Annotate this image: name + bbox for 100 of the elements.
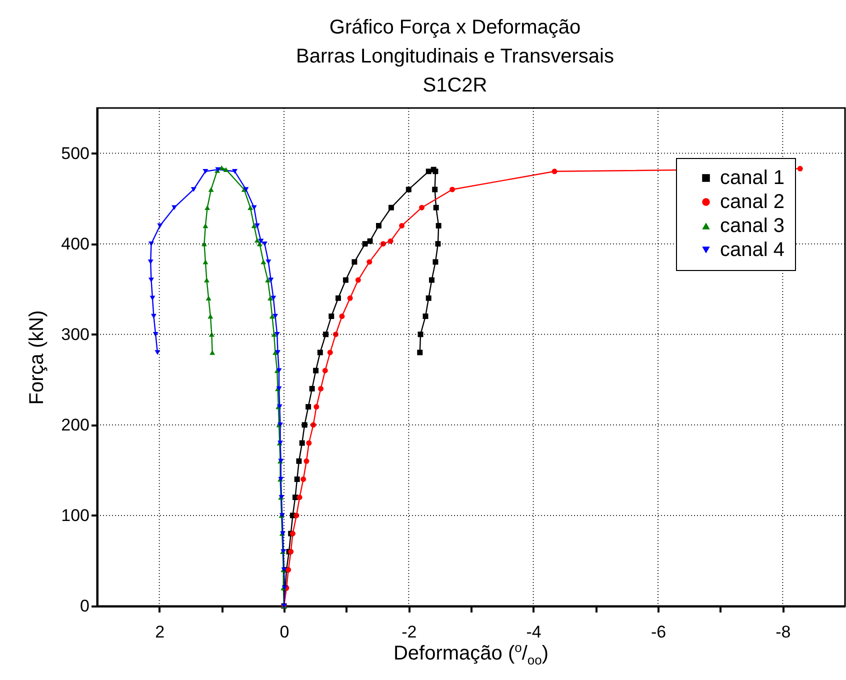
point (388, 204, 394, 210)
point (148, 241, 154, 246)
point (258, 238, 264, 244)
point (210, 350, 216, 355)
point (274, 332, 280, 337)
point (323, 332, 328, 338)
point (366, 259, 372, 265)
point (422, 314, 428, 319)
point (208, 314, 214, 319)
chart-title: Gráfico Força x Deformação Barras Longitudinais e Transversais S1C2R (296, 16, 614, 96)
y-tick-label: 400 (61, 234, 90, 254)
point (313, 368, 319, 374)
point (342, 277, 348, 283)
point (299, 440, 305, 446)
point (367, 238, 373, 244)
point (347, 295, 353, 301)
y-tick-label: 0 (80, 596, 90, 616)
point (202, 260, 208, 264)
x-tick-label: -4 (526, 622, 542, 642)
point (190, 187, 196, 192)
point (450, 186, 456, 192)
y-axis-title: Força (kN) (26, 310, 48, 405)
legend-label: canal 4 (720, 239, 784, 261)
point (352, 259, 358, 265)
point (294, 476, 300, 482)
legend-label: canal 2 (720, 191, 784, 213)
point (317, 350, 323, 356)
point (419, 204, 424, 210)
point (362, 241, 368, 247)
x-tick-label: 0 (280, 622, 290, 642)
y-tick-label: 200 (61, 415, 90, 434)
point (376, 222, 382, 228)
point (436, 222, 442, 228)
point (388, 238, 394, 244)
point (333, 332, 338, 338)
legend-label: canal 1 (720, 167, 784, 189)
point (254, 238, 260, 243)
point (268, 278, 274, 282)
point (426, 168, 432, 174)
point (327, 350, 333, 356)
point (552, 168, 558, 174)
point (309, 386, 315, 392)
point (355, 277, 361, 283)
point (417, 350, 423, 356)
point (339, 314, 345, 319)
point (314, 404, 320, 410)
legend-label: canal 3 (720, 215, 784, 237)
point (335, 295, 341, 301)
point (380, 241, 386, 247)
x-tick-label: 2 (155, 622, 165, 642)
point (428, 277, 434, 283)
point (426, 295, 432, 301)
point (251, 223, 257, 228)
point (296, 494, 302, 500)
point (232, 169, 238, 174)
point (265, 278, 271, 282)
point (254, 223, 260, 228)
x-axis-title: Deformação ($^{o}$/$_{oo}$) (392, 640, 550, 668)
point (797, 166, 803, 172)
point (304, 458, 310, 464)
point (435, 241, 441, 247)
point (328, 314, 334, 319)
point (204, 278, 210, 282)
point (172, 205, 178, 210)
point (306, 404, 312, 410)
point (208, 187, 214, 192)
point (268, 296, 274, 301)
point (202, 223, 208, 228)
y-tick-label: 100 (61, 506, 90, 525)
point (310, 422, 316, 428)
point (432, 186, 438, 192)
x-tick-label: -8 (776, 622, 791, 642)
x-tick-label: -2 (402, 622, 417, 642)
x-tick-label: -6 (650, 622, 666, 642)
point (302, 422, 308, 428)
point (204, 205, 210, 210)
point (223, 167, 229, 172)
point (399, 222, 405, 228)
point (432, 259, 438, 265)
point (296, 458, 302, 464)
point (260, 260, 266, 264)
point (150, 314, 156, 319)
point (306, 440, 312, 446)
point (202, 169, 208, 174)
point (433, 204, 439, 210)
point (154, 350, 160, 355)
y-tick-label: 500 (61, 144, 90, 163)
point (318, 386, 324, 392)
point (148, 260, 154, 264)
point (218, 165, 224, 170)
point (266, 260, 272, 264)
point (206, 296, 212, 301)
point (248, 205, 254, 210)
point (322, 368, 328, 374)
point (251, 205, 257, 210)
point (275, 350, 281, 355)
point (300, 476, 306, 482)
point (152, 332, 158, 337)
point (148, 278, 154, 282)
y-tick-label: 300 (61, 324, 90, 344)
